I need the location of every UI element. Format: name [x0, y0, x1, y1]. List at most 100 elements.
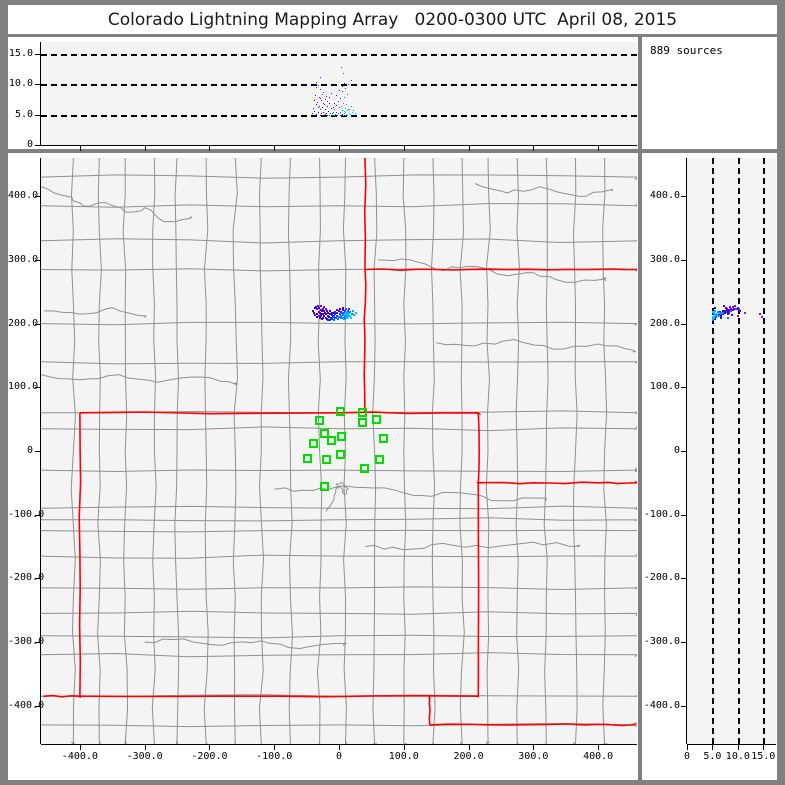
data-point [330, 311, 333, 314]
data-point [714, 312, 717, 315]
data-point [326, 106, 328, 108]
data-point [326, 113, 328, 115]
state-border [79, 694, 480, 698]
data-point [327, 315, 330, 318]
data-point [345, 312, 348, 315]
data-point [346, 93, 348, 95]
data-point [320, 112, 322, 114]
y-tick-label: 15.0 [8, 48, 33, 60]
y-tick-label: 10.0 [8, 78, 33, 90]
data-point [724, 307, 727, 310]
altitude-vs-north-plot[interactable] [687, 158, 776, 744]
data-point [349, 310, 352, 313]
data-point [333, 114, 335, 116]
data-point [342, 103, 344, 105]
county-border [258, 158, 265, 744]
x-tick [209, 745, 211, 750]
data-point [729, 308, 732, 311]
data-point [744, 312, 747, 315]
y-tick-label: -100.0 [643, 508, 680, 520]
data-point [731, 306, 734, 309]
y-tick-label: 300.0 [649, 253, 680, 265]
data-point [338, 315, 341, 318]
y-tick-label: -200.0 [8, 572, 45, 584]
county-border [485, 158, 491, 744]
data-point [346, 309, 349, 312]
y-tick-label: -400.0 [643, 699, 680, 711]
data-point [353, 314, 356, 317]
data-point [320, 315, 323, 318]
state-border [476, 412, 481, 484]
data-point [311, 309, 314, 312]
x-tick-label: 100.0 [388, 751, 419, 762]
data-point [316, 315, 319, 318]
data-point [761, 315, 764, 318]
data-point [317, 107, 319, 109]
data-point [333, 310, 336, 313]
data-point [318, 112, 320, 114]
data-point [320, 305, 323, 308]
data-point [332, 319, 335, 322]
data-point [333, 102, 335, 104]
data-point [727, 317, 730, 320]
data-point [346, 314, 349, 317]
data-point [315, 312, 318, 315]
data-point [319, 308, 322, 311]
data-point [342, 109, 344, 111]
y-axis-line [40, 42, 41, 145]
data-point [339, 308, 341, 311]
data-point [323, 91, 325, 93]
data-point [335, 316, 338, 319]
y-tick [681, 196, 687, 198]
data-point [313, 307, 316, 310]
data-point [717, 313, 720, 316]
data-point [718, 312, 721, 315]
county-border [41, 426, 637, 432]
data-point [320, 99, 322, 101]
data-point [326, 95, 328, 97]
plan-view-map-plot[interactable] [41, 158, 637, 744]
y-tick [681, 578, 687, 580]
y-tick-label: -400.0 [8, 699, 45, 711]
lma-station-marker [374, 455, 384, 465]
x-tick [79, 146, 81, 151]
data-point [341, 114, 343, 116]
data-point [339, 317, 342, 320]
data-point [348, 84, 350, 86]
data-point [344, 114, 346, 116]
data-point [324, 104, 326, 106]
x-tick-label: -400.0 [61, 751, 98, 762]
state-county-map [41, 158, 637, 744]
data-point [346, 316, 349, 319]
data-point [343, 309, 346, 312]
county-border [41, 553, 637, 559]
data-point [325, 108, 327, 110]
altitude-vs-east-plot[interactable] [41, 42, 637, 145]
data-point [324, 316, 327, 319]
state-border [478, 481, 637, 485]
county-border [430, 158, 436, 744]
data-point [351, 112, 353, 114]
county-border [41, 203, 637, 208]
x-tick [274, 146, 276, 151]
x-tick-label: -100.0 [256, 751, 293, 762]
lma-station-marker [335, 450, 345, 460]
data-point [714, 315, 717, 318]
y-tick [35, 114, 41, 116]
data-point [350, 316, 352, 319]
data-point [348, 108, 350, 110]
county-border [70, 158, 76, 744]
data-point [721, 311, 724, 314]
data-point [340, 315, 343, 318]
data-point [324, 308, 327, 311]
county-border [515, 158, 520, 744]
lma-station-marker [320, 428, 330, 438]
data-point [712, 310, 715, 313]
data-point [313, 311, 316, 314]
county-border [436, 338, 636, 353]
data-point [322, 102, 324, 104]
y-tick-label: 0 [26, 139, 33, 150]
x-tick [533, 146, 535, 151]
data-point [726, 308, 729, 311]
data-point [723, 312, 726, 315]
